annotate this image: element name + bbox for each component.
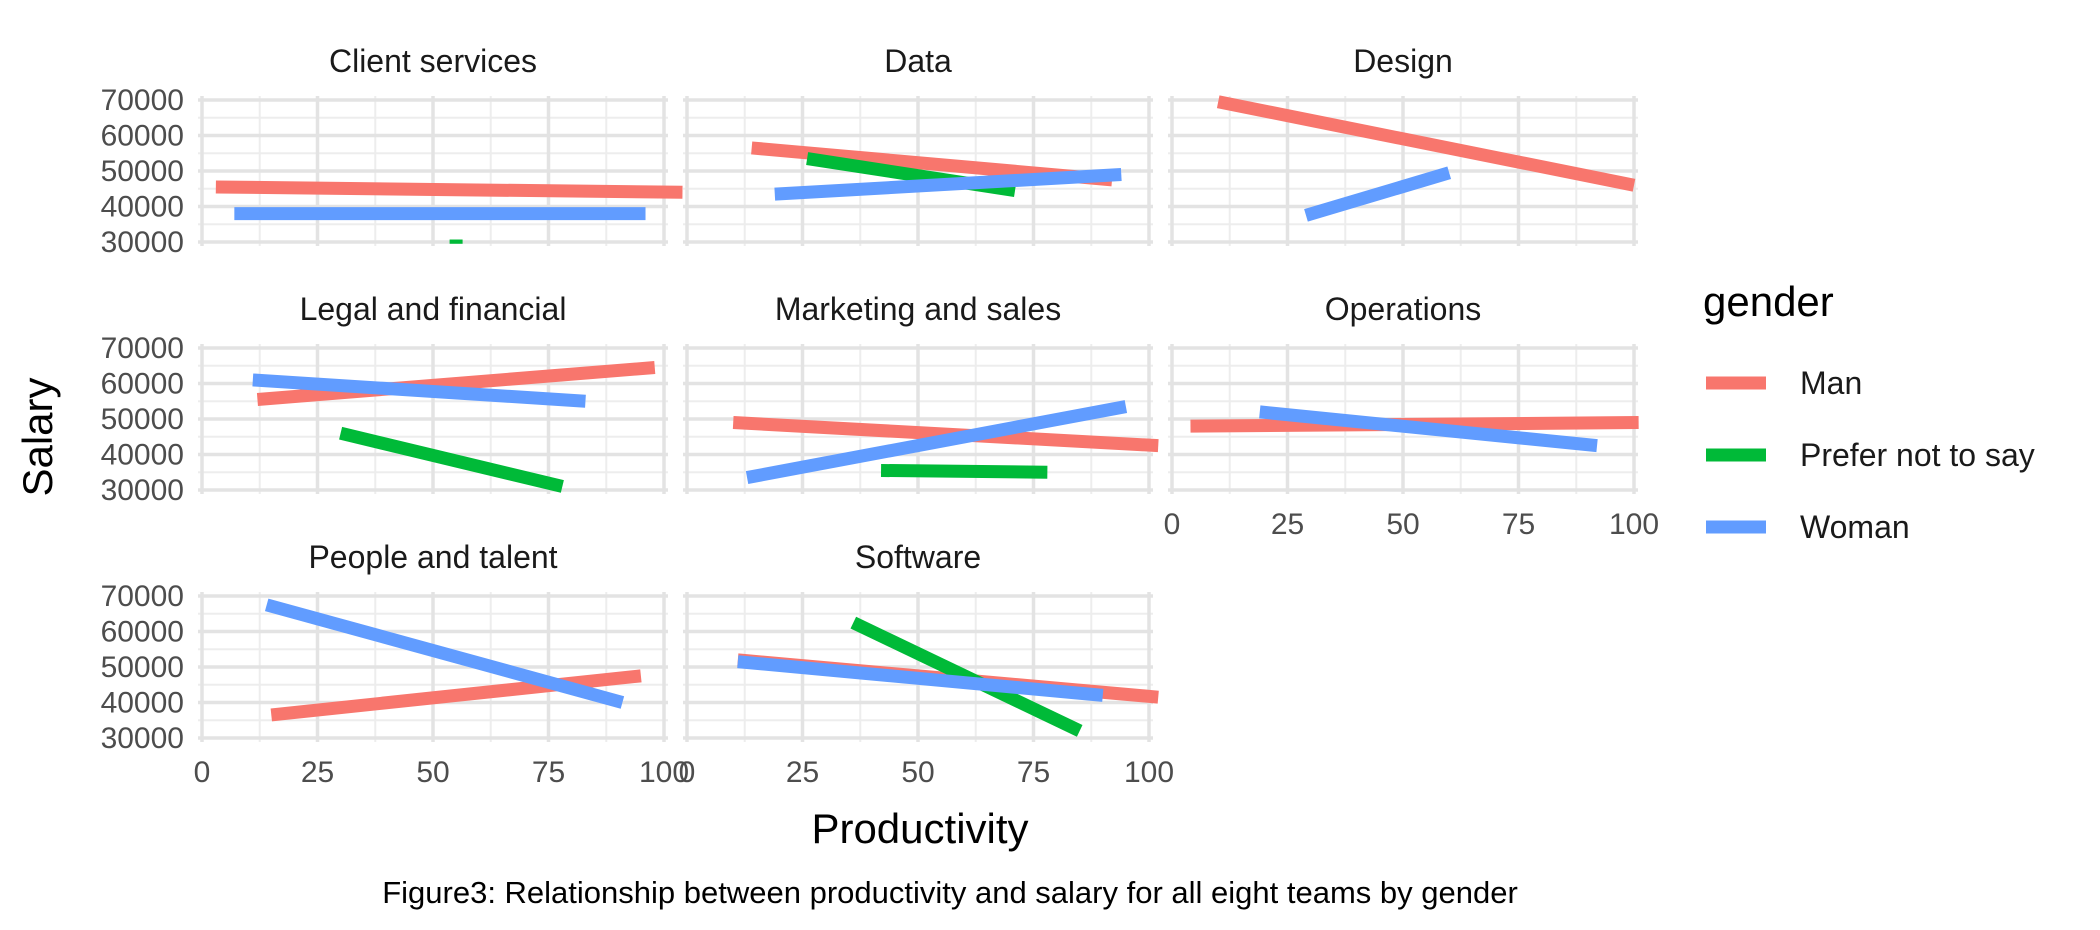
- series-line-man: [215, 180, 683, 199]
- facet-panel-legal-and-financial: Legal and financial 300004000050000600007…: [101, 291, 668, 507]
- x-tick-label: 100: [1124, 756, 1174, 789]
- facet-panel-software: Software 0 25 50 75 100: [679, 539, 1174, 789]
- legend: Man Prefer not to say Woman: [1706, 365, 2035, 545]
- facet-title: People and talent: [308, 539, 557, 575]
- series-line-man: [256, 361, 656, 406]
- legend-label-prefer-not-to-say: Prefer not to say: [1800, 437, 2035, 473]
- legend-label-man: Man: [1800, 365, 1862, 401]
- facet-title: Operations: [1325, 291, 1482, 327]
- series-line-prefer-not-to-say: [339, 426, 564, 493]
- facet-title: Software: [855, 539, 981, 575]
- x-tick-label: 50: [1386, 508, 1419, 541]
- x-tick-label: 75: [1017, 756, 1050, 789]
- legend-label-woman: Woman: [1800, 509, 1910, 545]
- y-tick-label: 50000: [101, 651, 184, 684]
- facet-title: Data: [884, 43, 952, 79]
- x-tick-label: 50: [416, 756, 449, 789]
- facet-panel-design: Design: [1168, 43, 1638, 246]
- series-line-woman: [774, 168, 1122, 201]
- y-tick-label: 60000: [101, 368, 184, 401]
- series-line-man: [1216, 95, 1636, 192]
- y-tick-label: 60000: [101, 120, 184, 153]
- y-tick-label: 40000: [101, 687, 184, 720]
- facet-title: Client services: [329, 43, 537, 79]
- series-line-woman: [745, 400, 1128, 484]
- y-tick-label: 30000: [101, 474, 184, 507]
- figure-caption: Figure3: Relationship between productivi…: [382, 875, 1518, 910]
- facet-title: Marketing and sales: [775, 291, 1061, 327]
- y-tick-label: 50000: [101, 403, 184, 436]
- facet-panels: Client services3000040000500006000070000…: [101, 43, 1659, 789]
- x-tick-label: 25: [786, 756, 819, 789]
- series-line-woman: [1259, 405, 1598, 453]
- y-tick-label: 70000: [101, 580, 184, 613]
- facet-panel-operations: Operations 0 25 50 75 100: [1164, 291, 1659, 541]
- y-tick-label: 30000: [101, 722, 184, 755]
- x-tick-label: 0: [194, 756, 211, 789]
- x-axis-title: Productivity: [811, 805, 1028, 852]
- facet-panel-data: Data: [683, 43, 1153, 246]
- y-tick-label: 40000: [101, 191, 184, 224]
- facet-title: Legal and financial: [300, 291, 567, 327]
- x-tick-label: 75: [1502, 508, 1535, 541]
- y-tick-label: 40000: [101, 439, 184, 472]
- legend-title: gender: [1703, 278, 1834, 325]
- x-tick-label: 25: [1271, 508, 1304, 541]
- series-line-woman: [737, 655, 1104, 702]
- series-line-woman: [252, 373, 586, 408]
- facet-panel-marketing-and-sales: Marketing and sales: [683, 291, 1159, 494]
- y-tick-label: 70000: [101, 84, 184, 117]
- y-tick-label: 60000: [101, 616, 184, 649]
- series-line-woman: [264, 598, 625, 709]
- y-axis-title: Salary: [14, 377, 61, 496]
- x-tick-label: 75: [532, 756, 565, 789]
- y-tick-label: 70000: [101, 332, 184, 365]
- x-tick-label: 0: [679, 756, 696, 789]
- y-tick-label: 50000: [101, 155, 184, 188]
- x-tick-label: 100: [1609, 508, 1659, 541]
- x-tick-label: 25: [301, 756, 334, 789]
- x-tick-label: 0: [1164, 508, 1181, 541]
- y-tick-label: 30000: [101, 226, 184, 259]
- facet-panel-people-and-talent: People and talent 30000400005000060000700…: [101, 539, 689, 789]
- x-tick-label: 100: [639, 756, 689, 789]
- series-line-woman: [1304, 166, 1452, 222]
- x-tick-label: 50: [901, 756, 934, 789]
- series-line-man: [270, 669, 642, 722]
- facet-title: Design: [1353, 43, 1453, 79]
- series-line-prefer-not-to-say: [880, 463, 1048, 479]
